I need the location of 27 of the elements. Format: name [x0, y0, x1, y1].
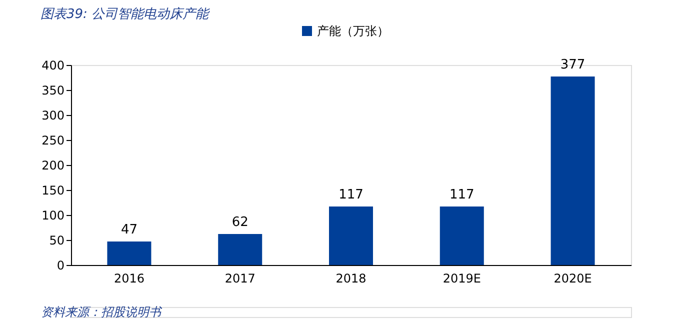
y-tick-label: 400: [42, 58, 64, 72]
chart-title: 图表39: 公司智能电动床产能: [40, 7, 211, 22]
data-label: 62: [232, 215, 248, 230]
bar: [107, 242, 152, 265]
x-tick-label: 2019E: [442, 272, 481, 286]
data-label: 117: [449, 188, 474, 202]
data-label: 47: [120, 222, 138, 238]
y-tick-label: 250: [42, 134, 64, 148]
x-tick-label: 2017: [224, 272, 256, 286]
bar: [550, 76, 595, 265]
bar: [440, 206, 484, 265]
data-label: 117: [338, 188, 364, 202]
bar: [329, 206, 373, 265]
bar: [218, 234, 262, 265]
y-tick-label: 100: [42, 208, 64, 222]
y-tick-label: 150: [42, 184, 64, 198]
x-tick-label: 2016: [114, 272, 144, 286]
text: 资料来源：招股说明书: [41, 305, 163, 319]
y-tick-label: 300: [42, 108, 64, 122]
legend-label: 产能（万张）: [317, 24, 389, 38]
y-tick-label: 50: [49, 234, 64, 248]
x-tick-label: 2018: [336, 272, 366, 286]
y-tick-label: 350: [42, 84, 64, 98]
y-tick-label: 200: [42, 158, 64, 172]
x-tick-label: 2020E: [554, 272, 592, 286]
y-tick-label: 0: [56, 258, 64, 272]
data-label: 377: [560, 58, 586, 72]
